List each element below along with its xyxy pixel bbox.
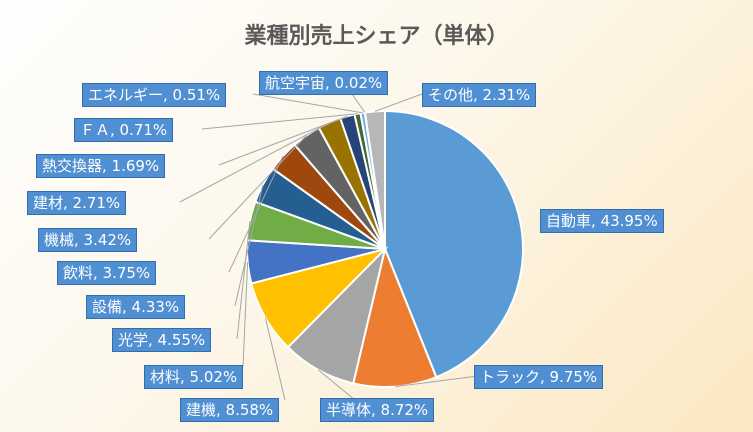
data-label-inryou: 飲料, 3.75% xyxy=(57,261,157,285)
leader-line-1 xyxy=(395,375,479,388)
leader-line-14 xyxy=(374,93,423,112)
data-label-kikai: 機械, 3.42% xyxy=(38,228,138,252)
pie-slice-0 xyxy=(384,109,524,379)
data-label-setsubi: 設備, 4.33% xyxy=(86,295,186,319)
leader-line-8 xyxy=(208,135,307,240)
leader-line-9 xyxy=(179,122,330,203)
data-label-energy: エネルギー, 0.51% xyxy=(82,83,227,107)
leader-line-11 xyxy=(201,113,358,130)
leader-line-6 xyxy=(234,184,264,307)
leader-line-12 xyxy=(252,93,363,114)
leader-line-2 xyxy=(317,369,356,401)
leader-line-13 xyxy=(351,93,366,113)
leader-line-10 xyxy=(218,115,348,166)
leader-line-7 xyxy=(228,155,284,273)
data-label-kenki: 建機, 8.58% xyxy=(180,398,280,422)
leader-line-4 xyxy=(242,262,249,368)
pie-slice-14 xyxy=(363,109,386,250)
data-label-kougaku: 光学, 4.55% xyxy=(112,328,212,352)
chart-title: 業種別売上シェア（単体） xyxy=(244,24,509,49)
data-label-zairyou: 材料, 5.02% xyxy=(144,365,244,389)
data-label-netsukoukanki: 熱交換器, 1.69% xyxy=(36,154,166,178)
data-label-kenzai: 建材, 2.71% xyxy=(27,191,127,215)
data-label-jidousha: 自動車, 43.95% xyxy=(540,209,664,233)
data-label-koukuuuchuu: 航空宇宙, 0.02% xyxy=(259,71,389,95)
data-label-sonota: その他, 2.31% xyxy=(422,83,537,107)
leader-line-3 xyxy=(264,317,286,401)
leader-line-5 xyxy=(236,220,251,340)
data-label-fa: ＦＡ, 0.71% xyxy=(74,118,174,142)
data-label-handoutai: 半導体, 8.72% xyxy=(320,398,435,422)
data-label-truck: トラック, 9.75% xyxy=(474,365,604,389)
